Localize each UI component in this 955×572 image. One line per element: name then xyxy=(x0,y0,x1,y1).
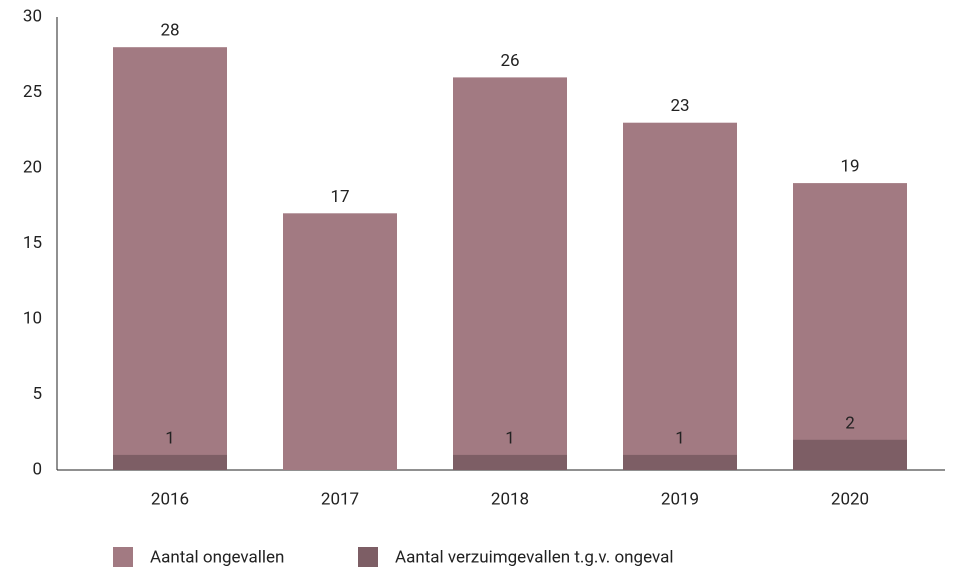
bar xyxy=(793,183,907,470)
y-tick-label: 30 xyxy=(23,6,42,26)
value-label: 26 xyxy=(500,51,519,71)
bar xyxy=(793,439,907,470)
legend-label: Aantal ongevallen xyxy=(150,547,284,567)
value-label: 1 xyxy=(505,428,515,448)
value-label: 1 xyxy=(675,428,685,448)
y-tick-label: 25 xyxy=(23,82,42,102)
bar xyxy=(623,454,737,470)
value-label: 19 xyxy=(840,157,859,177)
x-tick-label: 2016 xyxy=(151,489,189,509)
bar xyxy=(283,213,397,471)
x-tick-label: 2020 xyxy=(831,489,869,509)
legend-swatch xyxy=(113,547,133,567)
y-tick-label: 10 xyxy=(23,308,42,328)
y-tick-label: 5 xyxy=(32,384,42,404)
x-tick-label: 2019 xyxy=(661,489,699,509)
legend-label: Aantal verzuimgevallen t.g.v. ongeval xyxy=(395,547,673,567)
y-tick-label: 20 xyxy=(23,157,42,177)
value-label: 28 xyxy=(160,21,179,41)
x-tick-label: 2017 xyxy=(321,489,359,509)
bar xyxy=(113,454,227,470)
legend-swatch xyxy=(358,547,378,567)
bar xyxy=(113,47,227,470)
value-label: 1 xyxy=(165,428,175,448)
x-tick-label: 2018 xyxy=(491,489,529,509)
bar xyxy=(623,122,737,470)
value-label: 17 xyxy=(330,187,349,207)
y-tick-label: 15 xyxy=(23,233,42,253)
value-label: 2 xyxy=(845,413,855,433)
bar xyxy=(453,454,567,470)
y-tick-label: 0 xyxy=(32,459,42,479)
bar xyxy=(453,77,567,471)
value-label: 23 xyxy=(670,96,689,116)
